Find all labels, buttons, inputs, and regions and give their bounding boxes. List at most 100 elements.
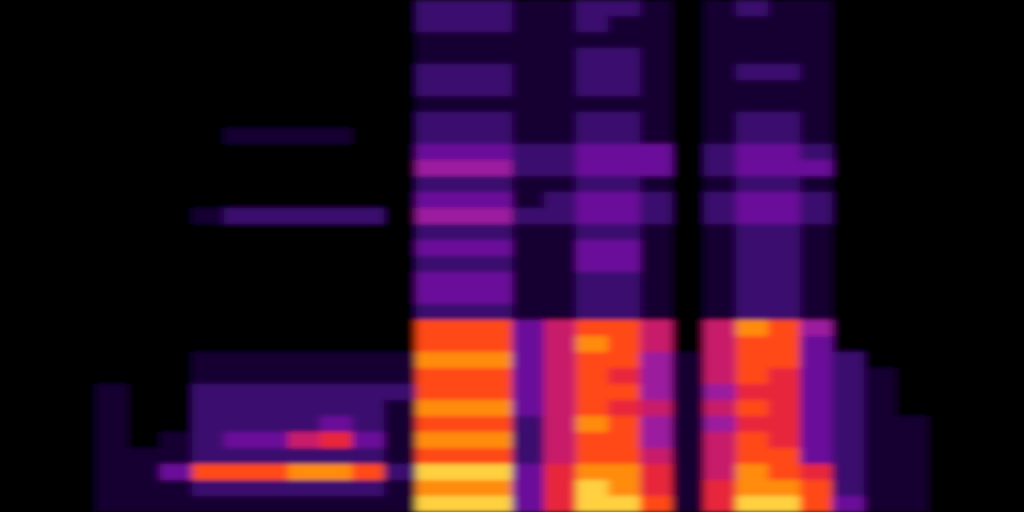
cell [224,240,257,257]
cell [352,384,385,401]
cell [608,368,641,385]
cell [224,224,257,241]
cell [768,192,801,209]
cell [512,416,545,433]
cell [704,352,737,369]
cell [448,16,481,33]
cell [832,480,865,497]
cell [736,416,769,433]
cell [704,32,737,49]
cell [576,112,609,129]
cell [0,336,33,353]
cell [160,448,193,465]
cell [928,304,961,321]
cell [224,144,257,161]
cell [128,64,161,81]
cell [928,288,961,305]
cell [96,272,129,289]
cell [736,496,769,512]
cell [448,480,481,497]
cell [832,64,865,81]
cell [256,352,289,369]
cell [416,288,449,305]
cell [576,176,609,193]
cell [928,416,961,433]
cell [608,256,641,273]
cell [704,272,737,289]
cell [480,176,513,193]
cell [480,192,513,209]
cell [544,48,577,65]
cell [448,32,481,49]
cell [608,16,641,33]
cell [160,128,193,145]
cell [0,0,33,17]
cell [224,48,257,65]
cell [416,256,449,273]
cell [896,304,929,321]
cell [288,112,321,129]
cell [800,400,833,417]
cell [96,480,129,497]
cell [704,368,737,385]
cell [416,176,449,193]
cell [992,128,1024,145]
cell [608,48,641,65]
cell [320,480,353,497]
cell [160,416,193,433]
cell [224,432,257,449]
cell [928,176,961,193]
cell [352,80,385,97]
cell [352,416,385,433]
cell [576,128,609,145]
cell [288,368,321,385]
cell [928,192,961,209]
cell [672,64,705,81]
cell [864,304,897,321]
cell [608,240,641,257]
cell [800,224,833,241]
cell [320,288,353,305]
cell [768,16,801,33]
cell [0,128,33,145]
cell [256,432,289,449]
cell [672,256,705,273]
cell [704,64,737,81]
cell [448,400,481,417]
cell [384,384,417,401]
cell [480,416,513,433]
cell [192,352,225,369]
cell [544,272,577,289]
cell [288,128,321,145]
cell [128,368,161,385]
cell [512,352,545,369]
cell [960,128,993,145]
cell [512,256,545,273]
cell [800,144,833,161]
cell [160,192,193,209]
cell [512,432,545,449]
cell [256,48,289,65]
cell [384,432,417,449]
cell [672,112,705,129]
cell [128,144,161,161]
cell [352,272,385,289]
cell [832,240,865,257]
cell [832,432,865,449]
cell [640,176,673,193]
cell [608,128,641,145]
cell [384,304,417,321]
cell [0,144,33,161]
cell [864,112,897,129]
cell [992,416,1024,433]
cell [224,480,257,497]
cell [192,416,225,433]
cell [544,224,577,241]
cell [384,144,417,161]
cell [832,128,865,145]
cell [928,384,961,401]
cell [128,128,161,145]
cell [352,304,385,321]
cell [928,336,961,353]
cell [960,160,993,177]
